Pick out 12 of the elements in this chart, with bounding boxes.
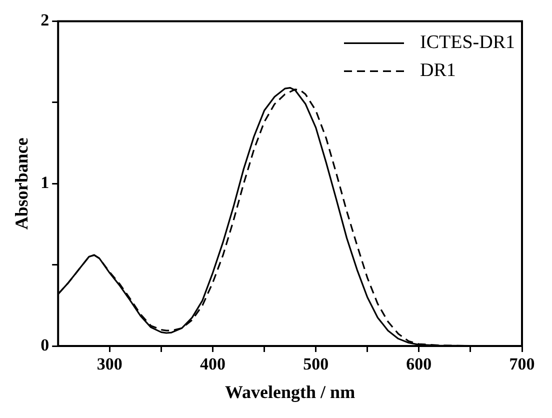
y-tick-label: 2 [40, 10, 50, 30]
x-tick-label: 600 [406, 354, 432, 374]
x-tick-label: 300 [96, 354, 122, 374]
legend-label: ICTES-DR1 [420, 32, 515, 54]
x-tick-label: 700 [509, 354, 535, 374]
y-tick-label: 1 [40, 172, 50, 192]
y-tick-label: 0 [40, 335, 50, 354]
legend-label: DR1 [420, 60, 456, 82]
y-axis-title: Absorbance [11, 138, 32, 230]
x-axis-title: Wavelength / nm [225, 382, 356, 402]
x-tick-label: 400 [200, 354, 226, 374]
x-tick-label: 500 [303, 354, 329, 374]
